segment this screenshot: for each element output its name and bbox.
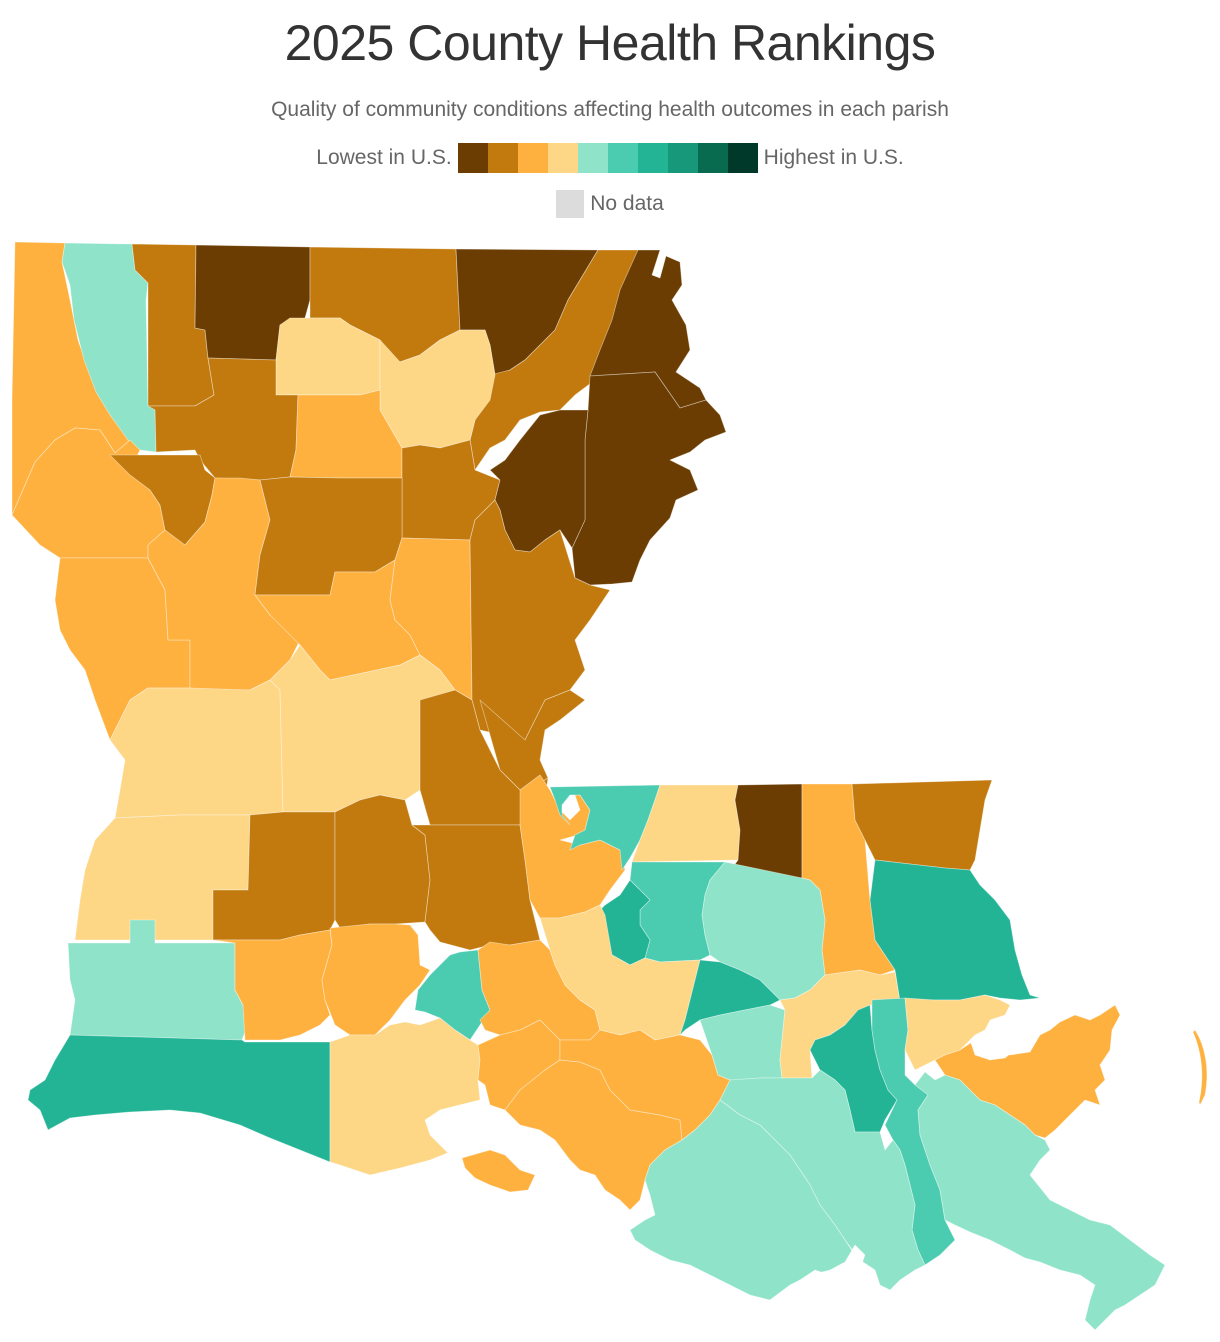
parish-cameron[interactable]	[27, 1034, 331, 1163]
lake-pontchartrain-edge	[969, 1027, 1016, 1061]
parish-madison[interactable]	[571, 371, 727, 586]
legend-high-label: Highest in U.S.	[763, 146, 904, 169]
legend-swatch-7	[637, 143, 668, 173]
legend-scale	[457, 143, 758, 173]
parish-east-carroll[interactable]	[589, 249, 707, 409]
parish-vernon[interactable]	[109, 679, 284, 819]
parish-st-landry[interactable]	[411, 824, 541, 951]
legend-swatch-6	[607, 143, 638, 173]
legend-low-label: Lowest in U.S.	[316, 146, 452, 169]
parish-st-tammany[interactable]	[869, 859, 1041, 1003]
parish-washington[interactable]	[851, 779, 993, 871]
parish-concordia[interactable]	[479, 689, 586, 791]
legend-swatch-1	[457, 143, 488, 173]
legend-swatch-4	[547, 143, 578, 173]
legend-swatch-8	[667, 143, 698, 173]
chart-subtitle: Quality of community conditions affectin…	[271, 98, 949, 121]
vermilion-bay	[424, 1099, 506, 1156]
parish-evangeline[interactable]	[334, 794, 431, 929]
parish-vermilion[interactable]	[329, 1017, 481, 1176]
chart-title: 2025 County Health Rankings	[284, 15, 936, 71]
color-legend: Lowest in U.S. Highest in U.S.	[0, 143, 1220, 173]
parish-chandeleur-island[interactable]	[1192, 1029, 1208, 1106]
terrebonne-bay	[769, 1244, 866, 1307]
parish-jefferson-davis[interactable]	[212, 929, 333, 1041]
legend-swatch-9	[697, 143, 728, 173]
parish-acadia[interactable]	[321, 923, 431, 1036]
legend-swatch-5	[577, 143, 608, 173]
no-data-swatch	[556, 190, 585, 218]
legend-swatch-3	[517, 143, 548, 173]
parish-orleans[interactable]	[904, 994, 1011, 1071]
legend-swatch-2	[487, 143, 518, 173]
no-data-legend: No data	[0, 190, 1220, 218]
no-data-label: No data	[590, 192, 664, 215]
parish-terrebonne[interactable]	[629, 1099, 861, 1301]
parish-st-martin-south[interactable]	[461, 1149, 536, 1193]
legend-swatch-10	[727, 143, 758, 173]
parish-plaquemines[interactable]	[914, 1071, 1166, 1331]
